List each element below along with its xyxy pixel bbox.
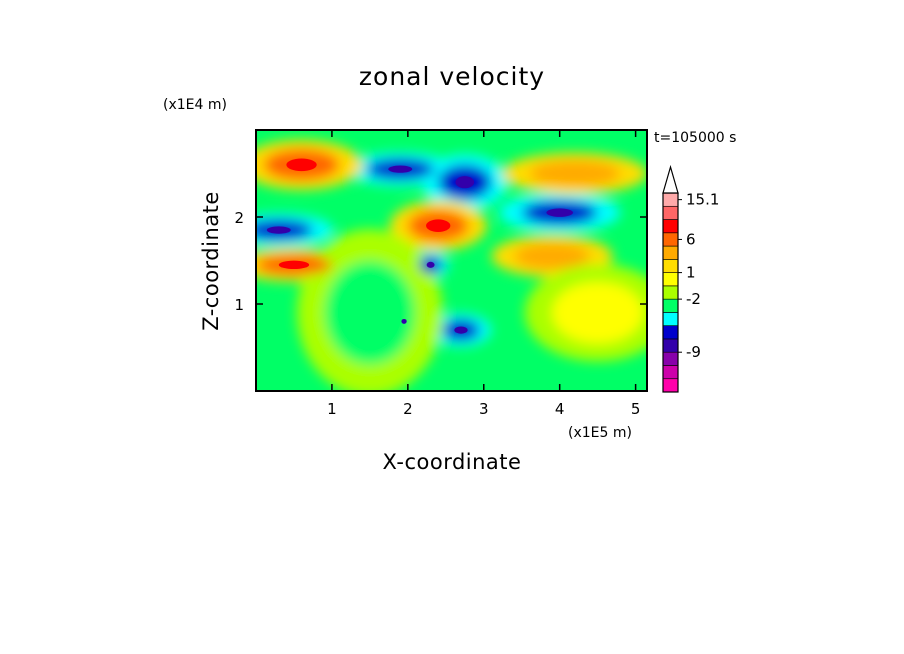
field-feature-core (546, 208, 573, 217)
colorbar-level (662, 272, 679, 287)
colorbar-level (662, 259, 679, 273)
colorbar-label: 1 (686, 264, 696, 282)
heatmap-field (256, 130, 647, 391)
colorbar-overflow-triangle (662, 164, 679, 194)
colorbar-level (662, 378, 679, 393)
y-tick-label: 1 (234, 296, 244, 314)
colorbar-level (662, 298, 679, 313)
colorbar-level (662, 245, 679, 260)
field-feature-core (388, 165, 413, 173)
x-tick-label: 1 (327, 400, 337, 418)
colorbar-level (662, 365, 679, 380)
field-feature (529, 160, 621, 187)
field-feature-core (426, 261, 435, 268)
y-scale-label: (x1E4 m) (163, 97, 227, 113)
field-feature (552, 282, 644, 344)
colorbar-level (662, 312, 679, 326)
y-axis-label: Z-coordinate (199, 191, 223, 331)
field-feature-core (266, 226, 291, 234)
colorbar-label: -2 (686, 290, 701, 308)
colorbar-level (662, 232, 679, 247)
field-feature-core (278, 260, 310, 270)
field-feature-core (401, 318, 407, 324)
y-axis: 12 (234, 209, 647, 314)
x-tick-label: 3 (479, 400, 489, 418)
colorbar-level (662, 205, 679, 220)
colorbar-label: -9 (686, 343, 701, 361)
colorbar-level (662, 325, 679, 340)
chart-title: zonal velocity (359, 62, 545, 91)
field-feature-core (286, 158, 317, 172)
field-feature-core (426, 219, 451, 232)
x-tick-label: 2 (403, 400, 413, 418)
x-scale-label: (x1E5 m) (568, 425, 632, 441)
field-feature (514, 243, 591, 270)
x-axis: 1 2 3 4 5 (327, 130, 640, 418)
plot-frame (255, 129, 648, 392)
y-tick-label: 2 (234, 209, 244, 227)
colorbar-level (662, 285, 679, 300)
colorbar-level (662, 219, 679, 234)
field-feature-core (454, 326, 468, 334)
colorbar-level (662, 192, 679, 207)
field-feature-core (455, 176, 475, 189)
x-axis-label: X-coordinate (383, 450, 522, 474)
x-tick-label: 5 (631, 400, 641, 418)
colorbar-label: 15.1 (686, 191, 719, 209)
time-label: t=105000 s (654, 130, 736, 146)
colorbar-level (662, 351, 679, 366)
colorbar-label: 6 (686, 230, 696, 248)
colorbar-level (662, 338, 679, 353)
field-feature (324, 260, 416, 365)
colorbar: 15.1 6 1 -2 -9 (662, 164, 719, 393)
x-tick-label: 4 (555, 400, 565, 418)
